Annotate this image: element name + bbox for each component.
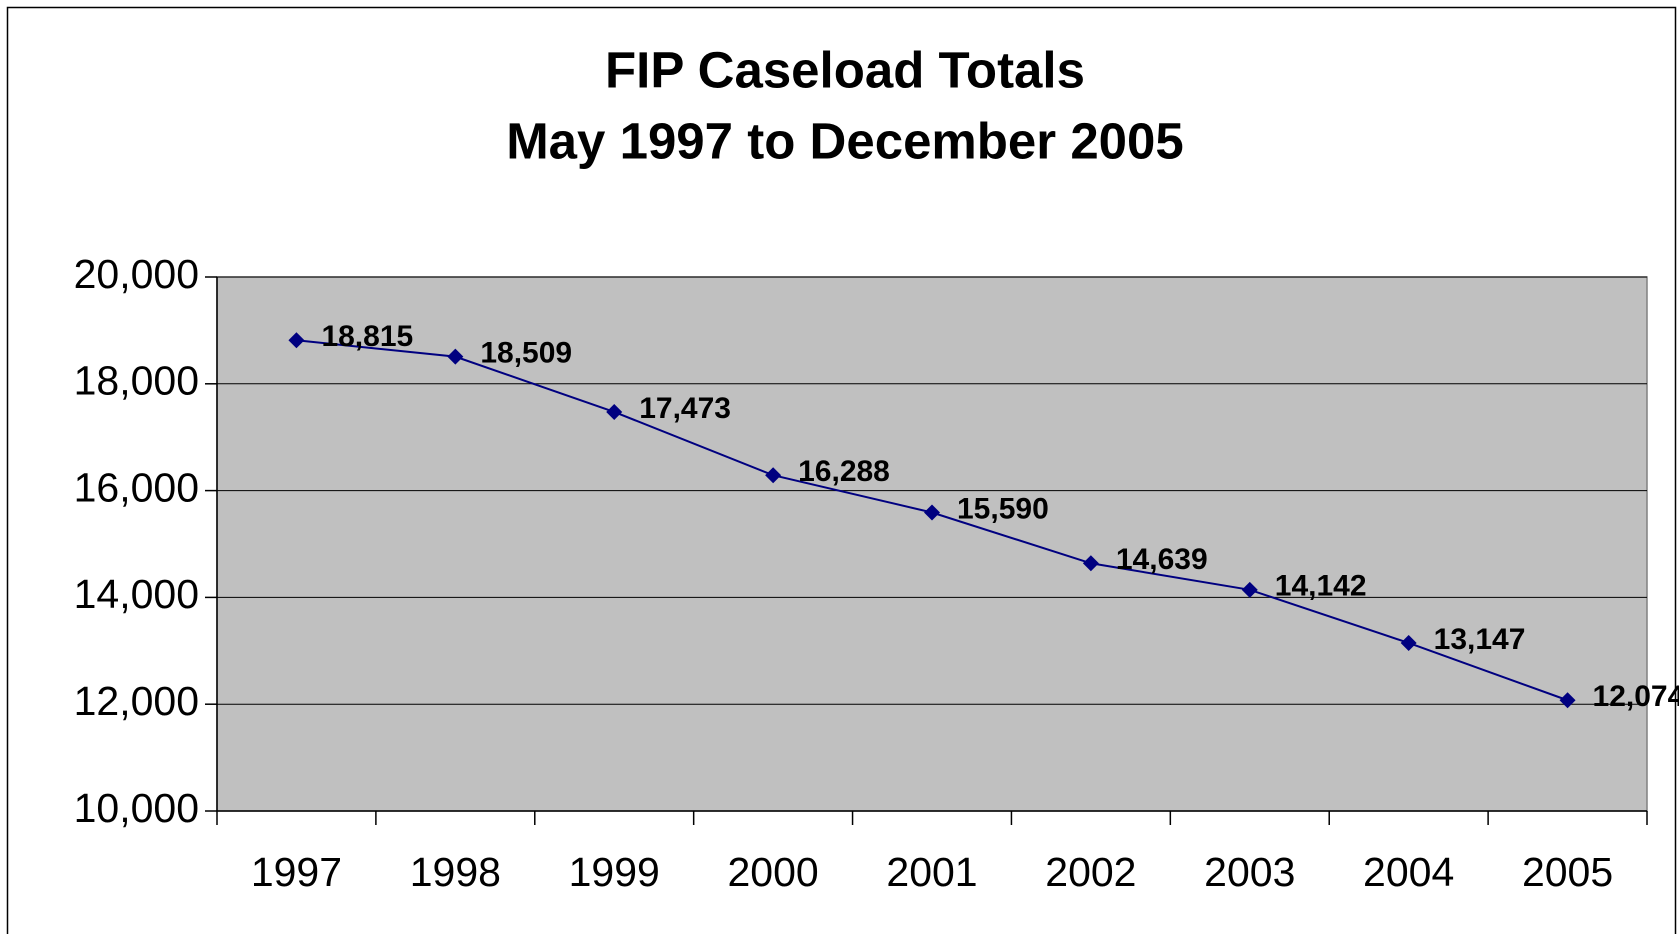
chart-subtitle: May 1997 to December 2005: [506, 112, 1184, 169]
marker: [1241, 581, 1258, 598]
data-label: 15,590: [957, 492, 1049, 525]
data-label: 14,142: [1275, 570, 1367, 603]
marker: [288, 332, 305, 349]
x-tick-label: 2003: [1204, 849, 1295, 895]
data-label: 18,509: [480, 337, 572, 370]
data-label: 14,639: [1116, 543, 1208, 576]
marker: [1559, 692, 1576, 709]
data-label: 13,147: [1434, 623, 1526, 656]
x-tick-label: 1999: [569, 849, 660, 895]
data-label: 16,288: [798, 455, 890, 488]
plot-area: [216, 276, 1648, 812]
y-tick-label: 14,000: [74, 571, 199, 617]
chart-title: FIP Caseload Totals: [605, 41, 1085, 98]
marker: [1082, 555, 1099, 572]
data-label: 12,074: [1593, 680, 1679, 713]
y-tick-label: 20,000: [74, 251, 199, 297]
y-tick-label: 12,000: [74, 678, 199, 724]
marker: [765, 467, 782, 484]
x-tick-label: 1997: [251, 849, 342, 895]
x-tick-label: 2001: [886, 849, 977, 895]
y-tick-label: 16,000: [74, 464, 199, 510]
data-label: 18,815: [321, 320, 413, 353]
x-tick-label: 2000: [728, 849, 819, 895]
marker: [924, 504, 940, 521]
x-tick-label: 1998: [410, 849, 501, 895]
y-tick-label: 18,000: [74, 358, 199, 404]
marker: [1400, 634, 1417, 651]
x-tick-label: 2002: [1045, 849, 1136, 895]
marker: [606, 403, 623, 420]
x-tick-label: 2005: [1522, 849, 1613, 895]
x-tick-label: 2004: [1363, 849, 1454, 895]
y-tick-label: 10,000: [74, 785, 199, 831]
data-label: 17,473: [639, 392, 731, 425]
marker: [447, 348, 464, 365]
